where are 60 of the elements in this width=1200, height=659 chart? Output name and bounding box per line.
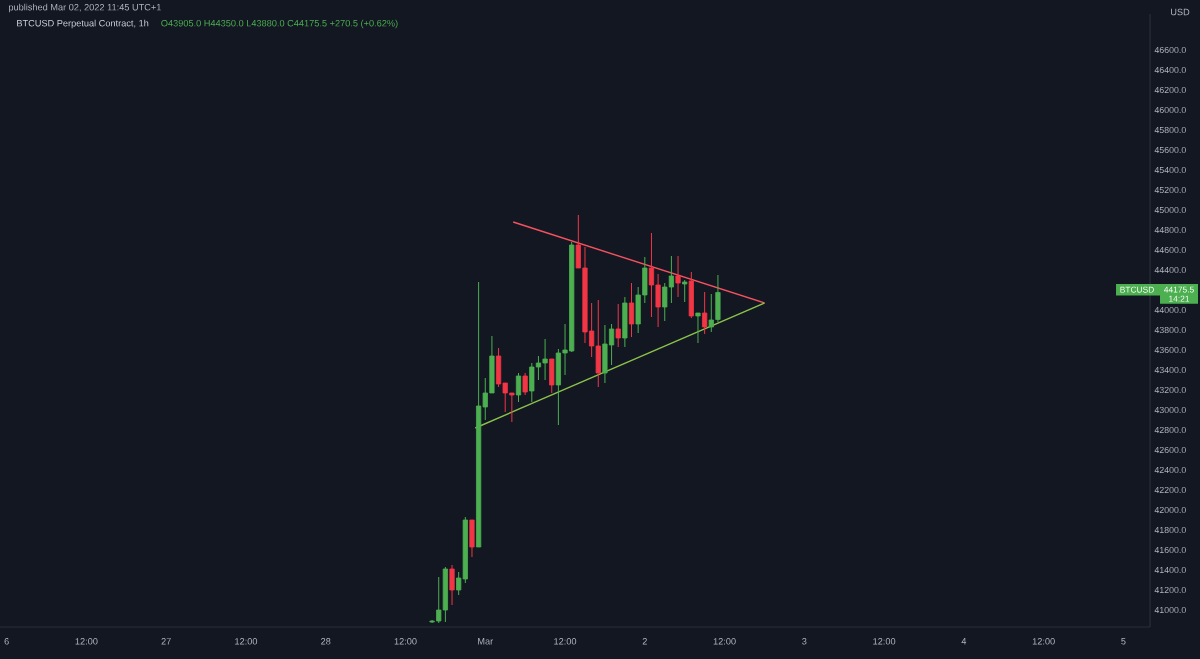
y-tick-label: 41400.0 [1154,566,1186,574]
y-tick-label: 43200.0 [1154,386,1186,394]
x-tick-label: 6 [4,638,9,645]
candlestick [708,293,714,333]
x-tick-label: 12:00 [1032,638,1055,645]
candlestick [675,255,681,298]
y-tick-label: 42000.0 [1154,506,1186,514]
y-tick-label: 42400.0 [1154,466,1186,474]
text: 14:21 [1169,295,1190,302]
y-tick-label: 43400.0 [1154,366,1186,374]
x-tick-label: 27 [161,638,171,645]
y-tick-label: 46400.0 [1154,66,1186,74]
y-tick-label: 41800.0 [1154,526,1186,534]
y-tick-label: 42600.0 [1154,446,1186,454]
x-tick-label: 12:00 [873,638,896,645]
y-tick-label: 43600.0 [1154,346,1186,354]
candlestick [682,279,688,303]
y-tick-label: 43000.0 [1154,406,1186,414]
x-tick-label: 12:00 [713,638,736,645]
candlestick [628,282,635,338]
x-tick-label: 12:00 [75,638,98,645]
text: O43905.0 H44350.0 L43880.0 C44175.5 +270.5 (+0.62%) [161,19,398,29]
candlestick [695,312,701,344]
x-tick-label: 2 [642,638,647,645]
x-tick-label: 4 [961,638,967,645]
candlestick [449,564,455,606]
candlestick [615,303,621,348]
text: BTCUSD Perpetual Contract, 1h [17,19,149,29]
y-tick-label: 41600.0 [1154,546,1186,554]
y-tick-label: 45600.0 [1154,146,1186,154]
y-axis-title: USD [1171,8,1190,16]
x-tick-label: 3 [802,638,807,645]
y-tick-label: 44000.0 [1154,306,1186,314]
text: 44175.5 [1164,286,1194,293]
y-tick-label: 41000.0 [1154,606,1186,614]
x-tick-label: 12:00 [235,638,258,645]
y-tick-label: 45000.0 [1154,206,1186,214]
x-tick-label: 12:00 [394,638,417,645]
y-tick-label: 45200.0 [1154,186,1186,194]
x-tick-label: 28 [321,638,331,645]
candlestick [515,372,522,403]
y-tick-label: 44400.0 [1154,266,1186,274]
x-tick-label: 12:00 [554,638,577,645]
y-tick-label: 45800.0 [1154,126,1186,134]
y-tick-label: 46200.0 [1154,86,1186,94]
y-tick-label: 45400.0 [1154,166,1186,174]
y-tick-label: 42800.0 [1154,426,1186,434]
x-tick-label: 5 [1121,638,1126,645]
y-tick-label: 43800.0 [1154,326,1186,334]
x-tick-label: Mar [478,638,494,645]
candlestick [702,291,708,335]
y-tick-label: 44800.0 [1154,226,1186,234]
text: published Mar 02, 2022 11:45 UTC+1 [9,3,161,13]
y-tick-label: 46600.0 [1154,46,1186,54]
annotation: BTCUSD [1120,286,1154,293]
candlestick [522,372,528,396]
y-tick-label: 44600.0 [1154,246,1186,254]
y-tick-label: 42200.0 [1154,486,1186,494]
y-tick-label: 46000.0 [1154,106,1186,114]
y-tick-label: 41200.0 [1154,586,1186,594]
